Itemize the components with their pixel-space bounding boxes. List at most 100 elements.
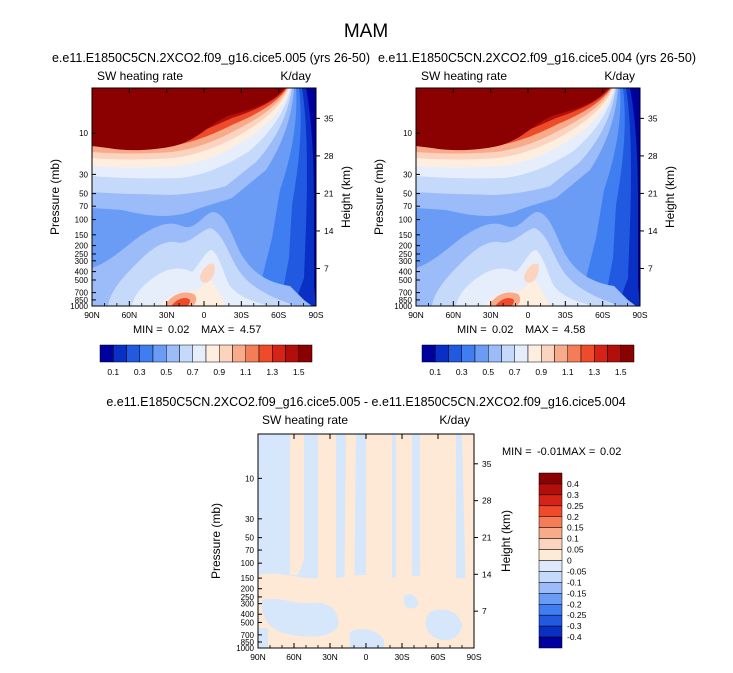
y-tick-label: 30 [245, 515, 254, 524]
stats-max-value: 4.58 [564, 324, 585, 336]
height-tick-label: 28 [482, 496, 492, 506]
contour-fill [92, 88, 316, 306]
y-axis-right-label: Height (km) [499, 510, 513, 572]
colorbar-swatch [538, 636, 563, 649]
y-axis-label: Pressure (mb) [48, 159, 62, 235]
units-label: K/day [280, 69, 311, 83]
x-tick-label: 60N [286, 652, 302, 662]
x-tick-label: 90S [308, 310, 323, 320]
colorbar-label: 1.1 [562, 367, 574, 377]
y-tick-label: 500 [241, 618, 255, 627]
stats-max-value: 0.02 [600, 446, 621, 458]
y-tick-label: 850 [241, 638, 255, 647]
colorbar-label: 0.9 [535, 367, 547, 377]
y-tick-label: 300 [399, 257, 413, 266]
height-tick-label: 14 [324, 226, 334, 236]
colorbar-swatch [285, 344, 299, 363]
y-tick-label: 250 [241, 593, 255, 602]
y-tick-label: 400 [241, 610, 255, 619]
height-tick-label: 7 [482, 606, 487, 616]
y-tick-label: 700 [241, 631, 255, 640]
y-tick-label: 400 [399, 268, 413, 277]
colorbar-label: 1.3 [588, 367, 600, 377]
panel-title: e.e11.E1850C5CN.2XCO2.f09_g16.cice5.005 … [52, 51, 370, 65]
colorbar-swatch [219, 344, 233, 363]
colorbar-swatch [554, 344, 568, 363]
x-tick-label: 30S [558, 310, 573, 320]
colorbar-swatch [139, 344, 154, 363]
panel-title: e.e11.E1850C5CN.2XCO2.f09_g16.cice5.004 … [378, 51, 696, 65]
units-label: K/day [439, 413, 470, 427]
height-tick-label: 28 [648, 151, 658, 161]
colorbar-swatch [607, 344, 621, 363]
colorbar-label: 1.1 [240, 367, 252, 377]
colorbar-swatch [488, 344, 502, 363]
x-tick-label: 30S [394, 652, 409, 662]
colorbar-swatch [205, 344, 220, 363]
colorbar-label: 0.1 [429, 367, 441, 377]
height-tick-label: 14 [482, 569, 492, 579]
colorbar: 0.1 0.3 0.5 0.7 0.9 1.1 1.3 1.5 [421, 344, 635, 377]
colorbar-label: -0.1 [567, 577, 582, 587]
colorbar-swatch [514, 344, 529, 363]
colorbar-swatch [192, 344, 207, 363]
y-tick-label: 100 [241, 559, 255, 568]
colorbar-label: -0.25 [567, 610, 587, 620]
y-tick-label: 10 [79, 129, 88, 138]
y-tick-label: 30 [403, 170, 412, 179]
colorbar-label: 0 [567, 556, 572, 566]
colorbar-label: 1.5 [293, 367, 305, 377]
y-tick-label: 200 [75, 242, 89, 251]
colorbar-label: -0.4 [567, 632, 582, 642]
x-tick-label: 30N [322, 652, 338, 662]
colorbar-label: 1.3 [266, 367, 278, 377]
y-tick-label: 500 [75, 276, 89, 285]
y-tick-label: 150 [399, 231, 413, 240]
y-tick-label: 1000 [236, 644, 254, 653]
x-tick-label: 0 [202, 310, 207, 320]
stats-max-label: MAX = [201, 324, 234, 336]
colorbar-swatch [538, 593, 563, 605]
height-tick-label: 7 [648, 263, 653, 273]
height-tick-label: 35 [648, 113, 658, 123]
page-title: MAM [344, 21, 388, 42]
colorbar-label: 1.5 [615, 367, 627, 377]
y-tick-label: 200 [399, 242, 413, 251]
colorbar-label: 0.3 [134, 367, 146, 377]
colorbar-label: 0.3 [567, 490, 579, 500]
height-tick-label: 35 [324, 113, 334, 123]
stats-min-value: -0.01 [537, 446, 562, 458]
y-tick-label: 850 [75, 296, 89, 305]
x-tick-label: 0 [526, 310, 531, 320]
height-tick-label: 21 [324, 188, 334, 198]
colorbar-swatch [501, 344, 515, 363]
y-tick-label: 700 [75, 289, 89, 298]
colorbar-label: 0.05 [567, 545, 584, 555]
y-tick-label: 1000 [394, 302, 412, 311]
y-tick-label: 50 [403, 190, 412, 199]
colorbar-label: 0.4 [567, 479, 579, 489]
colorbar-label: -0.2 [567, 599, 582, 609]
colorbar-swatch [538, 625, 563, 638]
variable-label: SW heating rate [262, 413, 348, 427]
colorbar: 0.40.30.250.20.150.10.050-0.05-0.1-0.15-… [538, 472, 587, 649]
y-tick-label: 100 [399, 216, 413, 225]
colorbar-swatch [538, 538, 563, 550]
height-tick-label: 28 [324, 151, 334, 161]
colorbar: 0.1 0.3 0.5 0.7 0.9 1.1 1.3 1.5 [99, 344, 313, 377]
panel-title: e.e11.E1850C5CN.2XCO2.f09_g16.cice5.005 … [106, 395, 625, 409]
panel-case-004: e.e11.E1850C5CN.2XCO2.f09_g16.cice5.004 … [372, 51, 696, 377]
colorbar-label: 0.3 [456, 367, 468, 377]
y-tick-label: 400 [75, 268, 89, 277]
x-tick-label: 60S [271, 310, 286, 320]
colorbar-label: 0.15 [567, 523, 584, 533]
colorbar-label: 0.2 [567, 512, 579, 522]
stats-min-label: MIN = [133, 324, 163, 336]
stats-max-label: MAX = [562, 446, 595, 458]
y-tick-label: 70 [403, 202, 412, 211]
contour-fill-blue [258, 594, 462, 648]
y-tick-label: 70 [245, 546, 254, 555]
contour-fill [416, 88, 640, 306]
colorbar-label: 0.5 [160, 367, 172, 377]
x-tick-label: 60N [446, 310, 462, 320]
